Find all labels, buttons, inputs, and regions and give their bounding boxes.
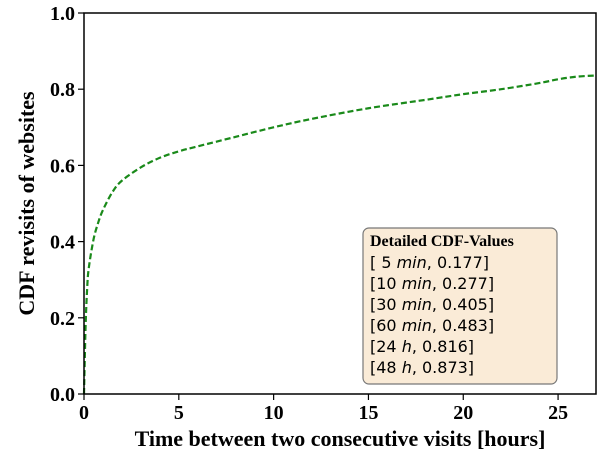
legend-row-unit: min bbox=[402, 274, 432, 293]
y-tick-label: 0.0 bbox=[50, 384, 75, 406]
y-tick-label: 1.0 bbox=[50, 3, 75, 25]
plot-frame bbox=[83, 12, 597, 395]
legend-row-duration: [ 5 bbox=[370, 253, 397, 272]
x-axis-label: Time between two consecutive visits [hou… bbox=[135, 426, 546, 451]
legend-row-unit: h bbox=[402, 337, 412, 356]
legend-row-unit: h bbox=[402, 358, 412, 377]
x-tick-label: 15 bbox=[358, 402, 378, 424]
legend-row-value: , 0.277] bbox=[432, 274, 494, 293]
x-tick-label: 20 bbox=[453, 402, 473, 424]
plot-area: 0.0 0.2 0.4 0.6 0.8 1.0 0 5 10 15 20 25 bbox=[50, 3, 597, 424]
legend-row-value: , 0.177] bbox=[427, 253, 489, 272]
legend-row-unit: min bbox=[402, 295, 432, 314]
x-tick-label: 0 bbox=[79, 402, 89, 424]
x-ticks: 0 5 10 15 20 25 bbox=[79, 394, 568, 424]
legend-row: [48 h, 0.873] bbox=[370, 358, 474, 377]
legend-box: Detailed CDF-Values [ 5 min, 0.177][10 m… bbox=[362, 227, 558, 385]
curve-layer bbox=[82, 74, 597, 395]
y-ticks: 0.0 0.2 0.4 0.6 0.8 1.0 bbox=[50, 3, 84, 406]
legend-background bbox=[362, 227, 558, 385]
y-tick-label: 0.6 bbox=[50, 155, 75, 177]
legend-row: [24 h, 0.816] bbox=[370, 337, 474, 356]
legend-rows: [ 5 min, 0.177][10 min, 0.277][30 min, 0… bbox=[370, 253, 494, 377]
x-tick-label: 25 bbox=[548, 402, 568, 424]
y-tick-label: 0.8 bbox=[50, 79, 75, 101]
legend-row-value: , 0.405] bbox=[432, 295, 494, 314]
legend-row: [ 5 min, 0.177] bbox=[370, 253, 489, 272]
legend-row: [10 min, 0.277] bbox=[370, 274, 494, 293]
y-axis-label: CDF revisits of websites bbox=[14, 91, 39, 316]
y-axis-label-group: CDF revisits of websites bbox=[14, 91, 39, 316]
legend-row-value: , 0.483] bbox=[432, 316, 494, 335]
legend-row-value: , 0.873] bbox=[412, 358, 474, 377]
legend-row-duration: [24 bbox=[370, 337, 402, 356]
legend-row-unit: min bbox=[402, 316, 432, 335]
legend-row-unit: min bbox=[397, 253, 427, 272]
legend-row-duration: [60 bbox=[370, 316, 402, 335]
y-tick-label: 0.2 bbox=[50, 308, 75, 330]
cdf-line bbox=[82, 74, 597, 395]
legend-row: [30 min, 0.405] bbox=[370, 295, 494, 314]
y-tick-label: 0.4 bbox=[50, 232, 75, 254]
legend-title: Detailed CDF-Values bbox=[370, 233, 514, 250]
legend-row-value: , 0.816] bbox=[412, 337, 474, 356]
legend-row-duration: [10 bbox=[370, 274, 402, 293]
legend-row: [60 min, 0.483] bbox=[370, 316, 494, 335]
x-tick-label: 10 bbox=[264, 402, 284, 424]
legend-row-duration: [48 bbox=[370, 358, 402, 377]
legend-row-duration: [30 bbox=[370, 295, 402, 314]
x-tick-label: 5 bbox=[174, 402, 184, 424]
